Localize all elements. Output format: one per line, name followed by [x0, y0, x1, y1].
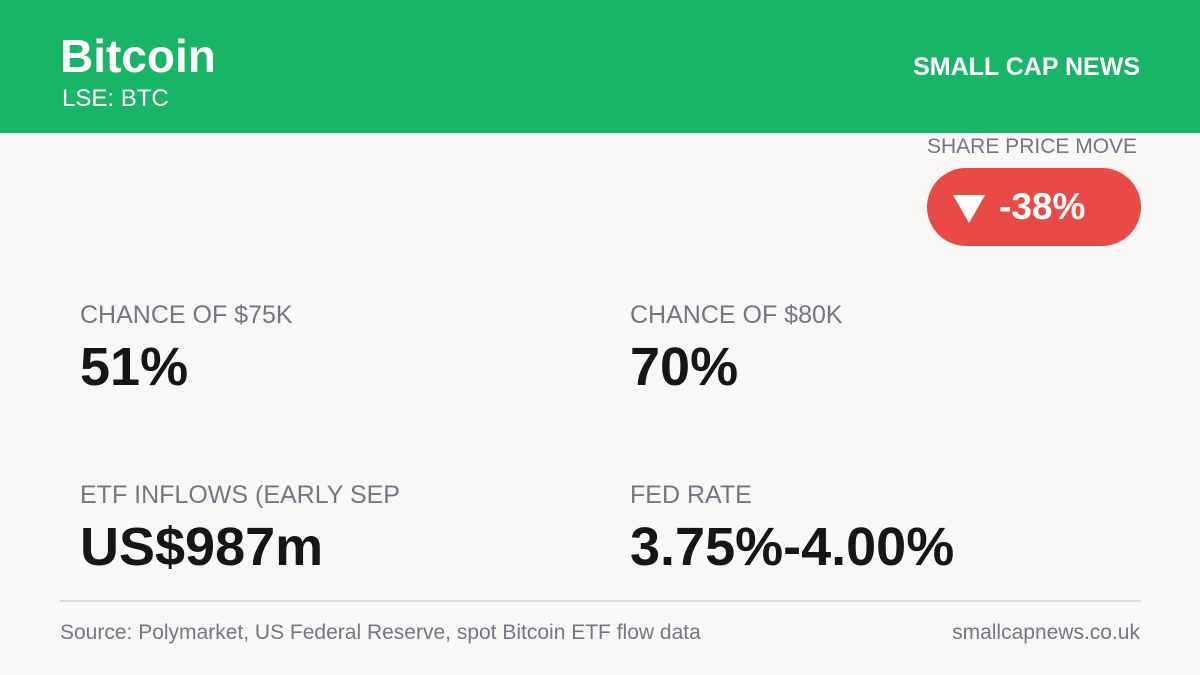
stat-value: 3.75%-4.00% — [630, 517, 955, 577]
stat-value: 51% — [80, 337, 189, 397]
stat-etf-inflows: ETF INFLOWS (EARLY SEP US$987m — [80, 480, 400, 578]
stat-chance-80k: CHANCE OF $80K 70% — [630, 300, 843, 398]
stat-fed-rate: FED RATE 3.75%-4.00% — [630, 480, 954, 578]
stat-label: ETF INFLOWS (EARLY SEP — [80, 481, 400, 509]
source-note: Source: Polymarket, US Federal Reserve, … — [60, 621, 701, 644]
price-move-value: -38% — [999, 186, 1086, 227]
stat-label: CHANCE OF $75K — [80, 301, 293, 329]
header-banner: Bitcoin LSE: BTC SMALL CAP NEWS — [0, 0, 1200, 133]
price-move-badge: -38% — [927, 168, 1141, 246]
stat-value: 70% — [630, 337, 739, 397]
brand-name: SMALL CAP NEWS — [913, 53, 1140, 81]
stat-label: FED RATE — [630, 481, 752, 509]
stat-value: US$987m — [80, 517, 324, 577]
page-title: Bitcoin — [60, 30, 216, 82]
triangle-down-icon — [953, 195, 985, 223]
footer-divider — [60, 600, 1141, 602]
ticker-symbol: LSE: BTC — [62, 85, 169, 112]
stat-chance-75k: CHANCE OF $75K 51% — [80, 300, 293, 398]
stat-label: CHANCE OF $80K — [630, 301, 843, 329]
price-move-label: SHARE PRICE MOVE — [927, 135, 1138, 158]
site-url: smallcapnews.co.uk — [952, 621, 1140, 644]
